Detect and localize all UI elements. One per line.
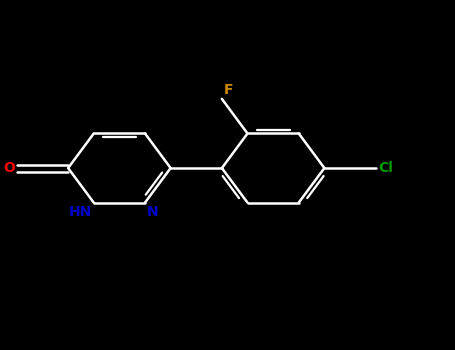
- Text: F: F: [224, 83, 233, 97]
- Text: HN: HN: [68, 205, 91, 219]
- Text: N: N: [147, 205, 159, 219]
- Text: Cl: Cl: [378, 161, 393, 175]
- Text: O: O: [3, 161, 15, 175]
